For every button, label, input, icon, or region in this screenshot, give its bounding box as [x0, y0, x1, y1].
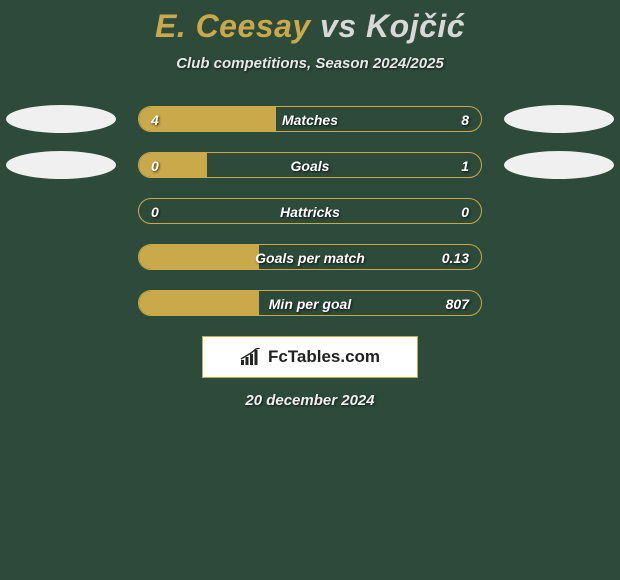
stat-row: Goals per match0.13: [0, 234, 620, 280]
player2-badge: [504, 151, 614, 179]
stat-bar: Goals per match0.13: [138, 244, 482, 270]
chart-icon: [240, 348, 262, 366]
stat-bar: 0Hattricks0: [138, 198, 482, 224]
date-line: 20 december 2024: [0, 392, 620, 409]
vs-text: vs: [320, 8, 357, 44]
stat-value-right: 807: [446, 291, 469, 316]
stat-bar: 4Matches8: [138, 106, 482, 132]
player2-badge: [504, 105, 614, 133]
stats-container: 4Matches80Goals10Hattricks0Goals per mat…: [0, 96, 620, 326]
stat-row: 0Hattricks0: [0, 188, 620, 234]
stat-label: Matches: [139, 107, 481, 132]
player1-name: E. Ceesay: [155, 8, 311, 44]
stat-row: 4Matches8: [0, 96, 620, 142]
brand-badge[interactable]: FcTables.com: [202, 336, 418, 378]
stat-label: Hattricks: [139, 199, 481, 224]
stat-row: 0Goals1: [0, 142, 620, 188]
comparison-title: E. Ceesay vs Kojčić: [0, 0, 620, 45]
stat-bar: Min per goal807: [138, 290, 482, 316]
subtitle: Club competitions, Season 2024/2025: [0, 55, 620, 72]
stat-row: Min per goal807: [0, 280, 620, 326]
stat-label: Goals per match: [139, 245, 481, 270]
player2-name: Kojčić: [366, 8, 465, 44]
player1-badge: [6, 105, 116, 133]
stat-value-right: 0: [461, 199, 469, 224]
stat-value-right: 0.13: [442, 245, 469, 270]
stat-bar: 0Goals1: [138, 152, 482, 178]
brand-text: FcTables.com: [268, 347, 380, 367]
stat-value-right: 8: [461, 107, 469, 132]
stat-value-right: 1: [461, 153, 469, 178]
player1-badge: [6, 151, 116, 179]
stat-label: Min per goal: [139, 291, 481, 316]
stat-label: Goals: [139, 153, 481, 178]
